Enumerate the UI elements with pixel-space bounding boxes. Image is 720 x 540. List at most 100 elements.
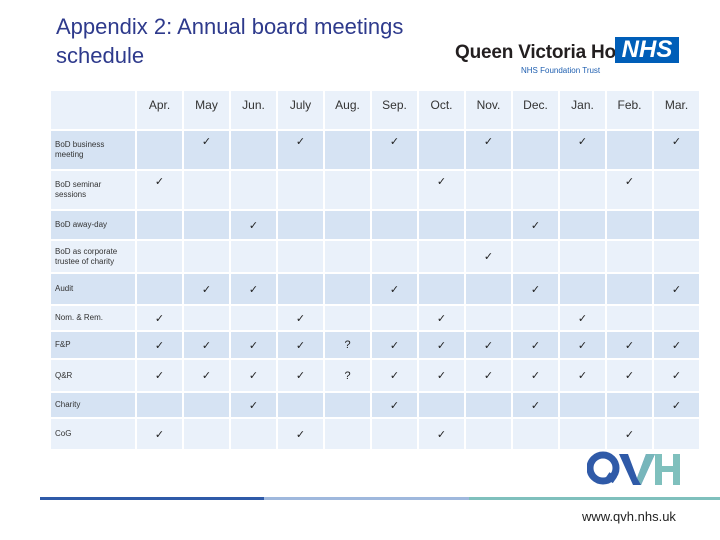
empty-cell — [135, 272, 184, 306]
empty-cell — [511, 129, 560, 171]
empty-cell — [323, 239, 372, 274]
month-header: Jan. — [558, 89, 607, 131]
question-mark: ? — [323, 358, 372, 393]
row-label-line: Nom. & Rem. — [55, 313, 104, 322]
check-mark: ✓ — [652, 358, 701, 393]
empty-cell — [417, 391, 466, 419]
schedule-row: BoD business meeting ✓ ✓ ✓ ✓ ✓ ✓ — [49, 129, 701, 171]
check-mark: ✓ — [417, 417, 466, 451]
empty-cell — [229, 239, 278, 274]
empty-cell — [652, 209, 701, 241]
empty-cell — [558, 417, 607, 451]
schedule-row: Audit ✓ ✓ ✓ ✓ ✓ — [49, 272, 701, 306]
empty-cell — [605, 209, 654, 241]
empty-cell — [464, 209, 513, 241]
empty-cell — [605, 272, 654, 306]
empty-cell — [135, 209, 184, 241]
empty-cell — [464, 304, 513, 332]
check-mark: ✓ — [276, 304, 325, 332]
empty-cell — [464, 169, 513, 211]
check-mark: ✓ — [511, 209, 560, 241]
empty-cell — [464, 391, 513, 419]
nhs-logo: NHS — [615, 37, 679, 63]
check-mark: ✓ — [417, 358, 466, 393]
month-header: Mar. — [652, 89, 701, 131]
check-mark: ✓ — [558, 330, 607, 360]
empty-cell — [417, 272, 466, 306]
row-label-line: Q&R — [55, 370, 73, 380]
empty-cell — [229, 417, 278, 451]
empty-cell — [323, 304, 372, 332]
check-mark: ✓ — [370, 129, 419, 171]
schedule-row: BoD seminar sessions ✓ ✓ ✓ — [49, 169, 701, 211]
month-header: Dec. — [511, 89, 560, 131]
hospital-name: Queen Victoria Hospital — [455, 42, 665, 63]
empty-cell — [417, 209, 466, 241]
check-mark: ✓ — [605, 330, 654, 360]
empty-cell — [370, 417, 419, 451]
check-mark: ✓ — [135, 330, 184, 360]
empty-cell — [370, 169, 419, 211]
check-mark: ✓ — [370, 330, 419, 360]
empty-cell — [182, 169, 231, 211]
check-mark: ✓ — [417, 169, 466, 211]
check-mark: ✓ — [652, 330, 701, 360]
check-mark: ✓ — [229, 272, 278, 306]
check-mark: ✓ — [558, 304, 607, 332]
row-label-line: meeting — [55, 150, 84, 159]
check-mark: ✓ — [652, 391, 701, 419]
check-mark: ✓ — [182, 272, 231, 306]
check-mark: ✓ — [511, 391, 560, 419]
empty-cell — [135, 391, 184, 419]
month-header: Nov. — [464, 89, 513, 131]
month-header: Sep. — [370, 89, 419, 131]
empty-cell — [558, 169, 607, 211]
month-header: May — [182, 89, 231, 131]
row-label: Q&R — [49, 358, 137, 393]
month-header: July — [276, 89, 325, 131]
empty-cell — [558, 272, 607, 306]
empty-cell — [182, 239, 231, 274]
row-label: BoD seminar sessions — [49, 169, 137, 211]
row-label-line: BoD away-day — [55, 220, 108, 229]
trust-line: NHS Foundation Trust — [521, 66, 601, 75]
empty-cell — [652, 239, 701, 274]
check-mark: ✓ — [182, 330, 231, 360]
check-mark: ✓ — [135, 304, 184, 332]
empty-cell — [182, 209, 231, 241]
empty-cell — [417, 239, 466, 274]
schedule-row: BoD away-day ✓ ✓ — [49, 209, 701, 241]
empty-cell — [182, 417, 231, 451]
check-mark: ✓ — [558, 358, 607, 393]
row-label-line: sessions — [55, 190, 87, 199]
qvh-logo — [587, 451, 680, 485]
check-mark: ✓ — [370, 358, 419, 393]
empty-cell — [276, 209, 325, 241]
empty-cell — [182, 304, 231, 332]
empty-cell — [323, 391, 372, 419]
empty-cell — [323, 169, 372, 211]
row-label: Charity — [49, 391, 137, 419]
check-mark: ✓ — [370, 391, 419, 419]
row-label: BoD business meeting — [49, 129, 137, 171]
empty-cell — [135, 239, 184, 274]
empty-cell — [276, 169, 325, 211]
empty-cell — [323, 209, 372, 241]
check-mark: ✓ — [652, 272, 701, 306]
empty-cell — [182, 391, 231, 419]
month-header: Aug. — [323, 89, 372, 131]
row-label-line: Audit — [55, 284, 74, 293]
empty-cell — [605, 129, 654, 171]
month-header: Jun. — [229, 89, 278, 131]
empty-cell — [229, 169, 278, 211]
empty-cell — [229, 129, 278, 171]
row-label-line: Charity — [55, 400, 81, 409]
row-label: BoD as corporate trustee of charity — [49, 239, 137, 274]
row-label-line: BoD business — [55, 140, 105, 149]
row-label-line: trustee of charity — [55, 256, 115, 266]
check-mark: ✓ — [370, 272, 419, 306]
check-mark: ✓ — [135, 358, 184, 393]
month-header: Apr. — [135, 89, 184, 131]
header-corner — [49, 89, 137, 131]
empty-cell — [370, 304, 419, 332]
